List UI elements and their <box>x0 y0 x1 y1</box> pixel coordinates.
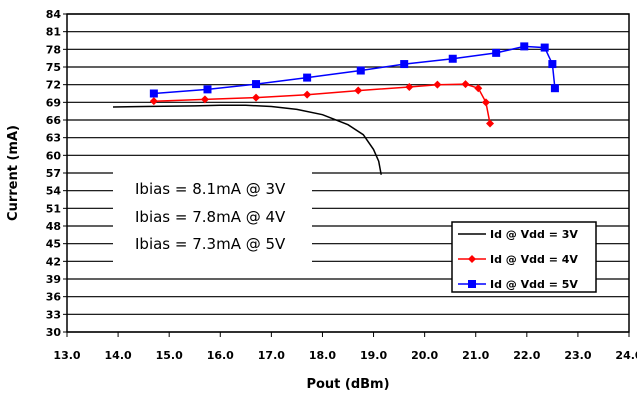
data-point-5v <box>492 48 501 57</box>
data-point-4v <box>354 86 363 95</box>
data-point-5v <box>400 60 409 69</box>
y-tick-label: 78 <box>46 43 61 56</box>
data-point-5v <box>303 73 312 82</box>
series-4v <box>149 80 495 128</box>
data-point-4v <box>405 83 414 92</box>
x-tick-label: 13.0 <box>53 349 80 362</box>
y-tick-label: 33 <box>46 308 61 321</box>
data-point-4v <box>200 95 209 104</box>
series-3v <box>112 104 382 175</box>
legend-marker-4v <box>468 255 476 263</box>
data-point-4v <box>486 119 495 128</box>
y-tick-label: 57 <box>46 167 61 180</box>
legend-label-3v: Id @ Vdd = 3V <box>490 228 578 241</box>
data-point-5v <box>550 84 559 93</box>
y-axis-title: Current (mA) <box>6 125 21 221</box>
series-layer <box>112 42 559 175</box>
annotation-line-1: Ibias = 8.1mA @ 3V <box>135 180 286 198</box>
y-tick-label: 69 <box>46 96 61 109</box>
y-tick-label: 63 <box>46 132 61 145</box>
data-point-5v <box>356 66 365 75</box>
x-tick-label: 16.0 <box>207 349 234 362</box>
y-tick-label: 75 <box>46 61 61 74</box>
legend-label-4v: Id @ Vdd = 4V <box>490 253 578 266</box>
data-point-4v <box>149 97 158 106</box>
data-point-5v <box>149 89 158 98</box>
legend-marker-5v <box>468 280 476 288</box>
data-point-4v <box>481 98 490 107</box>
data-point-4v <box>433 80 442 89</box>
series-5v <box>149 42 559 98</box>
y-tick-label: 36 <box>46 291 62 304</box>
x-tick-label: 21.0 <box>462 349 489 362</box>
y-tick-label: 66 <box>46 114 62 127</box>
data-point-5v <box>203 85 212 94</box>
y-tick-label: 45 <box>46 238 61 251</box>
x-tick-label: 24.0 <box>615 349 637 362</box>
data-point-4v <box>303 90 312 99</box>
y-tick-label: 51 <box>46 202 61 215</box>
y-tick-label: 42 <box>46 255 61 268</box>
y-tick-label: 72 <box>46 79 61 92</box>
data-point-5v <box>252 80 261 89</box>
data-point-5v <box>540 43 549 52</box>
y-tick-label: 48 <box>46 220 61 233</box>
annotation-background <box>113 161 312 262</box>
annotation-box: Ibias = 8.1mA @ 3V Ibias = 7.8mA @ 4V Ib… <box>113 161 312 262</box>
x-tick-label: 19.0 <box>360 349 387 362</box>
data-point-4v <box>252 93 261 102</box>
y-tick-label: 81 <box>46 26 61 39</box>
annotation-line-2: Ibias = 7.8mA @ 4V <box>135 208 286 226</box>
x-tick-label: 15.0 <box>156 349 183 362</box>
x-tick-label: 23.0 <box>564 349 591 362</box>
y-tick-label: 30 <box>46 326 62 339</box>
data-point-4v <box>474 84 483 93</box>
y-tick-label: 39 <box>46 273 61 286</box>
x-tick-label: 17.0 <box>258 349 285 362</box>
legend: Id @ Vdd = 3V Id @ Vdd = 4V Id @ Vdd = 5… <box>451 221 597 293</box>
series-line-3v <box>112 104 382 175</box>
data-point-5v <box>448 54 457 63</box>
x-tick-label: 18.0 <box>309 349 336 362</box>
y-tick-label: 60 <box>46 149 62 162</box>
data-point-5v <box>548 60 557 69</box>
annotation-line-3: Ibias = 7.3mA @ 5V <box>135 235 286 253</box>
x-tick-label: 22.0 <box>513 349 540 362</box>
y-tick-label: 84 <box>46 8 62 21</box>
data-point-4v <box>461 80 470 89</box>
x-tick-label: 20.0 <box>411 349 438 362</box>
tick-labels: 30 33 36 39 42 45 48 51 54 57 60 63 66 69 72 75 78 81 84 13… <box>46 8 637 362</box>
legend-label-5v: Id @ Vdd = 5V <box>490 278 578 291</box>
x-tick-label: 14.0 <box>105 349 132 362</box>
y-tick-label: 54 <box>46 185 62 198</box>
x-axis-title: Pout (dBm) <box>306 377 389 392</box>
data-point-5v <box>520 42 529 51</box>
